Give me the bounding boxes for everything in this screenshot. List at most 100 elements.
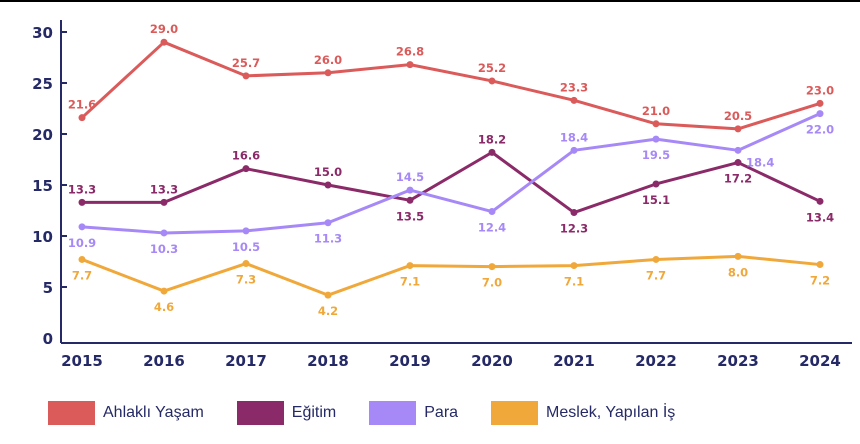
data-point [816, 197, 824, 205]
x-tick-label: 2018 [307, 352, 349, 370]
y-tick-label: 20 [32, 126, 53, 144]
legend-item-ahlakli-yasam: Ahlaklı Yaşam [48, 401, 204, 425]
data-label: 13.3 [68, 182, 96, 196]
legend-swatch [491, 401, 539, 425]
legend: Ahlaklı Yaşam Eğitim Para Meslek, Yapıla… [48, 401, 708, 425]
data-point [324, 69, 332, 77]
data-label: 7.7 [72, 268, 92, 282]
data-label: 21.6 [68, 98, 96, 112]
data-point [570, 146, 578, 154]
data-point [734, 125, 742, 133]
series-line [80, 254, 822, 297]
data-point [324, 291, 332, 299]
data-point [406, 186, 414, 194]
data-label: 13.5 [396, 209, 424, 223]
data-point [816, 110, 824, 118]
series-1 [78, 148, 824, 217]
data-label: 12.4 [478, 221, 506, 235]
data-label: 19.5 [642, 148, 670, 162]
legend-label: Ahlaklı Yaşam [103, 404, 204, 421]
data-point [488, 77, 496, 85]
x-tick-label: 2020 [471, 352, 513, 370]
legend-item-meslek: Meslek, Yapılan İş [491, 401, 675, 425]
data-point [242, 260, 250, 268]
data-label: 8.0 [728, 265, 748, 279]
data-label: 26.8 [396, 45, 424, 59]
x-tick-label: 2015 [61, 352, 103, 370]
legend-item-para: Para [369, 401, 458, 425]
data-point [570, 262, 578, 270]
data-label: 26.0 [314, 53, 342, 67]
data-point [160, 229, 168, 237]
data-label: 20.5 [724, 109, 752, 123]
x-tick-label: 2019 [389, 352, 431, 370]
data-label: 16.6 [232, 149, 260, 163]
data-label: 11.3 [314, 232, 342, 246]
data-point [324, 219, 332, 227]
data-label: 29.0 [150, 22, 178, 36]
series-3 [78, 252, 824, 299]
data-point [488, 148, 496, 156]
data-label: 18.4 [560, 130, 588, 144]
data-label: 14.5 [396, 170, 424, 184]
data-point [78, 114, 86, 122]
data-label: 23.0 [806, 83, 834, 97]
series-layer [78, 38, 824, 299]
data-label: 18.2 [478, 132, 506, 146]
legend-item-egitim: Eğitim [236, 401, 336, 425]
series-line [80, 112, 822, 235]
y-tick-label: 5 [43, 279, 53, 297]
data-point [160, 38, 168, 46]
data-point [734, 159, 742, 167]
data-point [78, 223, 86, 231]
data-point [160, 287, 168, 295]
data-point [78, 255, 86, 263]
series-line [80, 150, 822, 215]
legend-label: Para [424, 404, 459, 421]
series-0 [78, 38, 824, 133]
data-point [406, 262, 414, 270]
data-label: 13.3 [150, 182, 178, 196]
y-tick-label: 0 [43, 330, 53, 348]
legend-swatch [48, 401, 95, 425]
legend-swatch [236, 401, 284, 425]
data-point [570, 96, 578, 104]
x-tick-label: 2024 [799, 352, 841, 370]
data-label: 17.2 [724, 172, 752, 186]
data-label: 15.0 [314, 165, 342, 179]
data-label: 10.3 [150, 242, 178, 256]
data-point [570, 209, 578, 217]
legend-swatch [369, 401, 417, 425]
data-point [734, 146, 742, 154]
data-point [652, 120, 660, 128]
data-point [488, 208, 496, 216]
axes: 0 5 10 15 20 25 30 2015 2016 2017 2018 2019 2020 2021… [32, 20, 852, 370]
y-tick-label: 10 [32, 228, 53, 246]
data-point [160, 198, 168, 206]
data-label: 4.2 [318, 304, 338, 318]
legend-label: Meslek, Yapılan İş [546, 404, 676, 421]
top-border [0, 0, 860, 2]
data-label: 25.7 [232, 56, 260, 70]
x-tick-label: 2022 [635, 352, 677, 370]
data-point [324, 181, 332, 189]
data-label: 10.5 [232, 240, 260, 254]
x-tick-label: 2021 [553, 352, 595, 370]
data-label: 7.2 [810, 274, 830, 288]
x-tick-label: 2023 [717, 352, 759, 370]
data-point [242, 227, 250, 235]
data-point [734, 252, 742, 260]
data-point [78, 198, 86, 206]
data-label: 10.9 [68, 236, 96, 250]
data-point [816, 261, 824, 269]
y-tick-label: 25 [32, 75, 53, 93]
y-tick-label: 30 [32, 24, 53, 42]
data-label: 7.1 [564, 275, 584, 289]
data-point [652, 135, 660, 143]
data-label: 23.3 [560, 80, 588, 94]
series-2 [78, 110, 824, 237]
data-label: 13.4 [806, 210, 834, 224]
data-point [488, 263, 496, 271]
data-point [406, 61, 414, 69]
